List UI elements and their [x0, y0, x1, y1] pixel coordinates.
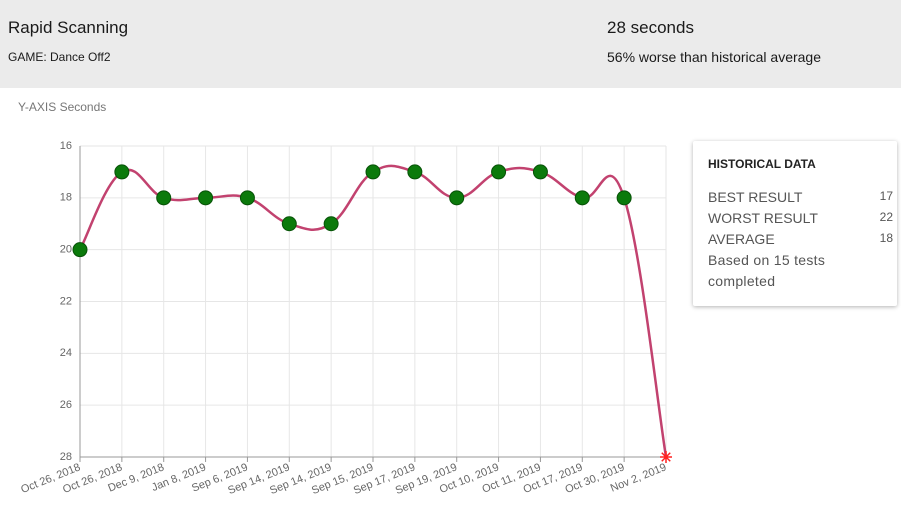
row-value: 17 [879, 189, 893, 203]
star-marker [660, 451, 672, 463]
historical-card: HISTORICAL DATA BEST RESULT 17 WORST RESU… [693, 141, 897, 306]
row-value: 18 [879, 231, 893, 245]
point [323, 216, 339, 232]
point [491, 164, 507, 180]
row-label: AVERAGE [708, 231, 775, 247]
point [449, 190, 465, 206]
point [532, 164, 548, 180]
point [281, 216, 297, 232]
point [156, 190, 172, 206]
y-tick-label: 18 [60, 192, 72, 204]
comparison: 56% worse than historical average [607, 49, 822, 65]
row-value: 22 [879, 210, 893, 224]
point [407, 164, 423, 180]
line [78, 164, 668, 458]
card-row: WORST RESULT 22 [708, 210, 893, 226]
y-tick-label: 28 [60, 451, 72, 463]
point [114, 164, 130, 180]
point [616, 190, 632, 206]
y-tick-label: 22 [60, 295, 72, 307]
card-title: HISTORICAL DATA [708, 157, 816, 171]
card-note: Based on 15 tests completed [708, 252, 826, 289]
y-axis-label: Y-AXIS Seconds [18, 100, 106, 114]
row-label: BEST RESULT [708, 189, 803, 205]
y-tick-label: 20 [60, 244, 72, 256]
y-tick-label: 16 [60, 140, 72, 152]
test-title: Rapid Scanning [8, 18, 129, 37]
point [198, 190, 214, 206]
card-row: BEST RESULT 17 [708, 189, 893, 205]
header: Rapid Scanning GAME: Dance Off2 28 secon… [0, 0, 901, 88]
point [239, 190, 255, 206]
result: 28 seconds [607, 18, 694, 37]
point [365, 164, 381, 180]
y-tick-label: 24 [60, 347, 72, 359]
y-tick-label: 26 [60, 399, 72, 411]
point [72, 242, 88, 258]
row-label: WORST RESULT [708, 210, 818, 226]
game-name: GAME: Dance Off2 [8, 50, 111, 64]
card-row: AVERAGE 18 [708, 231, 893, 247]
point [574, 190, 590, 206]
